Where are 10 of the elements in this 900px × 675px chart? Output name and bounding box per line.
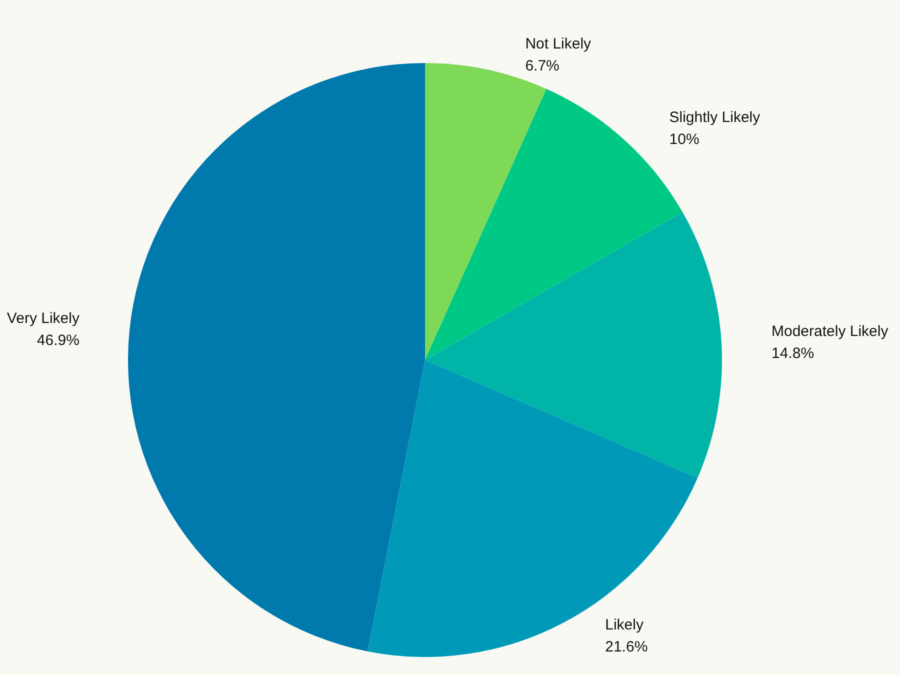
slice-label: Likely bbox=[605, 616, 644, 634]
slice-label: Not Likely bbox=[525, 35, 592, 52]
data-label: 10% bbox=[669, 131, 700, 148]
data-label: 46.9% bbox=[36, 332, 80, 350]
slice-label: Moderately Likely bbox=[772, 322, 889, 340]
data-label: 6.7% bbox=[525, 57, 560, 74]
slice-label: Very Likely bbox=[6, 310, 80, 328]
slice-label: Slightly Likely bbox=[669, 109, 761, 126]
data-label: 14.8% bbox=[772, 344, 814, 362]
data-label: 21.6% bbox=[605, 638, 648, 656]
